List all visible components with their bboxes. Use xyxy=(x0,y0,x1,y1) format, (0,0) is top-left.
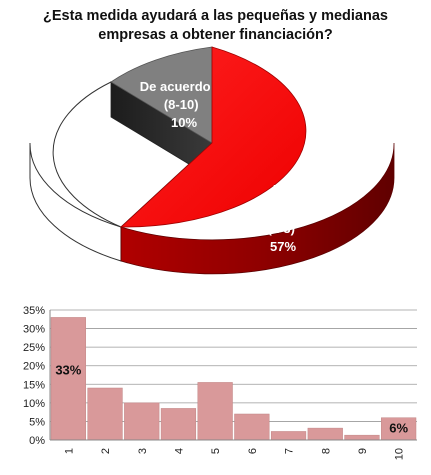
chart-title-line-2: empresas a obtener financiación? xyxy=(98,27,333,43)
pie-label-agree-line-2: (8-10) xyxy=(164,97,199,112)
bar-6 xyxy=(234,413,270,441)
pie-slice-grey xyxy=(110,46,213,144)
bar-4 xyxy=(160,408,197,441)
bar-1 xyxy=(50,317,86,441)
y-tick-label: 25% xyxy=(23,342,45,354)
x-tick-label: 8 xyxy=(320,448,332,454)
bar-chart-data-labels: 33% 6% xyxy=(55,362,408,435)
pie-chart: De acuerdo (8-10) 10% En desacuerdo (1-3… xyxy=(29,46,395,275)
bar-3 xyxy=(124,402,160,441)
x-tick-label: 9 xyxy=(357,448,369,454)
svg-text:En desacuerdo (1-3): En desacuerdo (1-3) 57% xyxy=(245,182,322,254)
x-tick-label: 2 xyxy=(100,448,112,454)
x-tick-label: 4 xyxy=(173,448,185,454)
bar-2 xyxy=(87,387,123,441)
x-tick-label: 3 xyxy=(137,448,149,454)
y-tick-label: 5% xyxy=(29,416,45,428)
y-tick-label: 30% xyxy=(23,324,45,336)
bar-chart-x-tick-labels: 1 2 3 4 5 6 7 8 9 10 xyxy=(63,448,405,460)
bar-9 xyxy=(344,434,380,441)
x-tick-label: 10 xyxy=(394,448,406,460)
pie-label-disagree-line-2: desacuerdo xyxy=(245,202,318,217)
pie-label-agree-percent: 10% xyxy=(171,115,197,130)
y-tick-label: 20% xyxy=(23,361,45,373)
bar-8 xyxy=(307,427,343,441)
pie-slice-red-side xyxy=(120,142,395,275)
x-tick-label: 1 xyxy=(63,448,75,454)
x-tick-label: 7 xyxy=(284,448,296,454)
bar-chart-y-tick-labels: 0% 5% 10% 15% 20% 25% 30% 35% xyxy=(23,305,45,447)
pie-label-disagree-line-3: (1-3) xyxy=(267,221,294,236)
pie-slice-red xyxy=(119,46,307,228)
bar-5 xyxy=(197,382,233,441)
svg-text:De acuerdo (8-10) 10%: De acuerdo (8-10) 10% xyxy=(140,79,214,130)
bar-data-label: 6% xyxy=(389,421,408,436)
bar-chart-bars xyxy=(50,317,417,441)
bar-data-label: 33% xyxy=(55,362,81,377)
y-tick-label: 15% xyxy=(23,379,45,391)
chart-title-line-1: ¿Esta medida ayudará a las pequeñas y me… xyxy=(43,8,388,24)
y-tick-label: 35% xyxy=(23,305,45,317)
y-tick-label: 10% xyxy=(23,398,45,410)
pie-label-disagree-percent: 57% xyxy=(270,239,296,254)
y-tick-label: 0% xyxy=(29,435,45,447)
bar-7 xyxy=(270,431,307,441)
x-tick-label: 6 xyxy=(247,448,259,454)
chart-title: ¿Esta medida ayudará a las pequeñas y me… xyxy=(0,7,431,45)
pie-label-agree-line-1: De acuerdo xyxy=(140,79,211,94)
pie-slice-white xyxy=(52,81,213,228)
x-tick-label: 5 xyxy=(210,448,222,454)
pie-label-disagree-line-1: En xyxy=(273,182,290,197)
